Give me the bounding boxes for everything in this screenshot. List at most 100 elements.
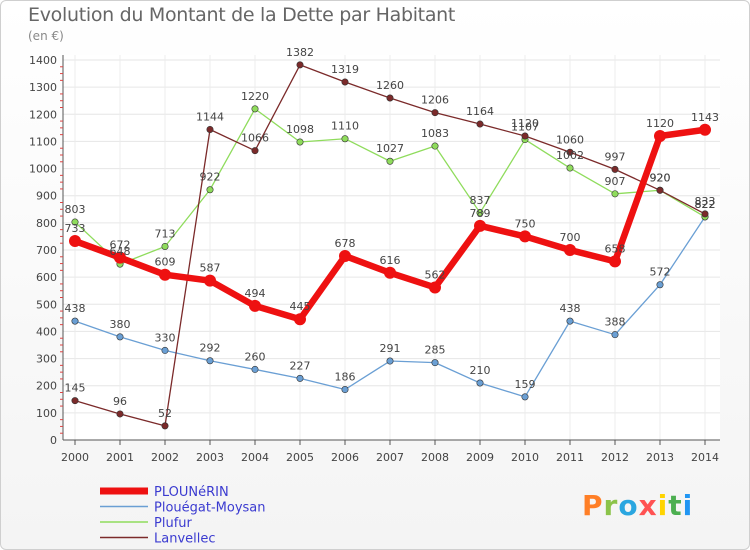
data-point [161, 346, 169, 354]
data-label: 572 [650, 266, 671, 279]
data-label: 1382 [286, 46, 314, 59]
y-tick-label: 1200 [29, 108, 57, 121]
data-point [296, 61, 304, 69]
data-label: 1066 [241, 132, 269, 145]
data-label: 292 [200, 342, 221, 355]
data-point [251, 365, 259, 373]
data-point [429, 281, 441, 294]
data-point [116, 333, 124, 341]
y-tick-label: 1300 [29, 81, 57, 94]
data-point [476, 209, 484, 217]
data-label: 920 [650, 171, 671, 184]
data-point [206, 186, 214, 194]
data-label: 616 [380, 254, 401, 267]
chart-title: Evolution du Montant de la Dette par Hab… [28, 4, 456, 26]
data-label: 733 [65, 222, 86, 235]
y-tick-label: 1100 [29, 135, 57, 148]
legend-entry: Plufur [154, 516, 193, 531]
data-point [386, 94, 394, 102]
y-tick-label: 600 [36, 271, 57, 284]
data-label: 1107 [511, 121, 539, 134]
x-tick-label: 2002 [151, 451, 179, 464]
data-point [519, 230, 531, 243]
data-label: 587 [200, 262, 221, 275]
data-point [341, 78, 349, 86]
data-point [476, 379, 484, 387]
data-label: 438 [560, 302, 581, 315]
data-label: 1144 [196, 110, 224, 123]
data-point [656, 281, 664, 289]
data-point [384, 266, 396, 279]
x-tick-label: 2014 [691, 451, 719, 464]
data-point [654, 130, 666, 142]
logo-letter: i [682, 489, 694, 522]
data-point [296, 138, 304, 146]
data-point [251, 147, 259, 155]
x-tick-label: 2005 [286, 451, 314, 464]
data-point [71, 317, 79, 325]
data-label: 285 [425, 344, 446, 357]
data-point [71, 397, 79, 405]
data-label: 388 [605, 316, 626, 329]
data-label: 438 [65, 302, 86, 315]
data-label: 922 [200, 171, 221, 184]
data-label: 1143 [691, 111, 719, 124]
data-point [521, 132, 529, 140]
data-label: 713 [155, 227, 176, 240]
y-tick-label: 0 [50, 434, 57, 447]
x-tick-label: 2000 [61, 451, 89, 464]
y-tick-label: 900 [36, 190, 57, 203]
data-label: 700 [560, 231, 581, 244]
data-label: 920 [650, 171, 671, 184]
data-point [251, 105, 259, 113]
data-label: 907 [605, 175, 626, 188]
legend-entry: Plouégat-Moysan [154, 501, 266, 516]
data-label: 822 [695, 198, 716, 211]
data-point [431, 359, 439, 367]
data-label: 1260 [376, 79, 404, 92]
data-point [206, 125, 214, 133]
data-label: 1098 [286, 123, 314, 136]
data-label: 1164 [466, 105, 494, 118]
data-label: 145 [65, 382, 86, 395]
logo-letter: P [582, 489, 604, 522]
y-tick-label: 500 [36, 298, 57, 311]
data-point [341, 135, 349, 143]
chart-subtitle: (en €) [28, 29, 64, 43]
x-tick-label: 2001 [106, 451, 134, 464]
legend-entry: Lanvellec [154, 532, 216, 547]
data-point [386, 357, 394, 365]
data-point [609, 255, 621, 268]
x-tick-label: 2003 [196, 451, 224, 464]
data-label: 260 [245, 350, 266, 363]
data-label: 227 [290, 359, 311, 372]
data-point [386, 157, 394, 165]
x-tick-label: 2012 [601, 451, 629, 464]
data-point [159, 268, 171, 281]
data-label: 52 [158, 407, 172, 420]
data-point [249, 299, 261, 312]
data-label: 291 [380, 342, 401, 355]
x-tick-label: 2008 [421, 451, 449, 464]
data-label: 159 [515, 378, 536, 391]
data-point [161, 242, 169, 250]
proxiti-logo: Proxiti [582, 489, 693, 522]
y-tick-label: 800 [36, 217, 57, 230]
data-label: 1206 [421, 94, 449, 107]
data-label: 494 [245, 287, 266, 300]
data-point [71, 218, 79, 226]
x-tick-label: 2009 [466, 451, 494, 464]
data-label: 210 [470, 364, 491, 377]
data-label: 803 [65, 203, 86, 216]
data-label: 186 [335, 371, 356, 384]
data-point [564, 244, 576, 256]
y-tick-label: 300 [36, 353, 57, 366]
data-point [69, 235, 81, 248]
logo-letter: t [668, 489, 683, 522]
x-tick-label: 2010 [511, 451, 539, 464]
data-point [296, 374, 304, 382]
legend-entry: PLOUNéRIN [154, 485, 229, 500]
x-tick-label: 2004 [241, 451, 269, 464]
data-point [339, 249, 351, 262]
